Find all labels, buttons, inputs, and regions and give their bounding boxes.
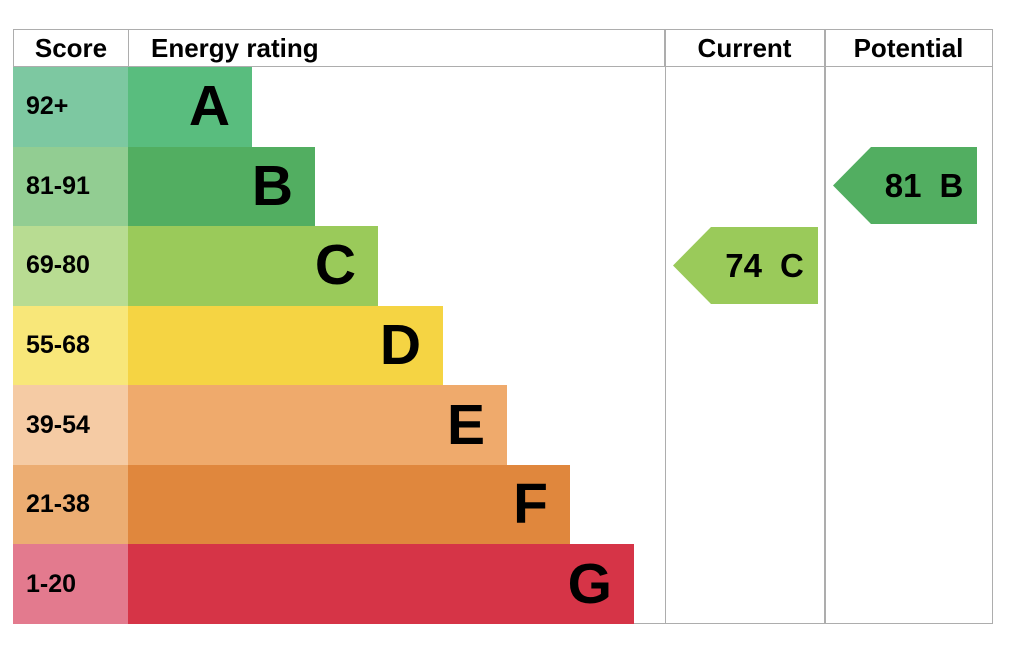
band-bar: F — [128, 464, 570, 545]
band-score-range: 69-80 — [13, 226, 128, 306]
band-score-range: 55-68 — [13, 305, 128, 386]
band-bar: G — [128, 544, 634, 625]
header-score: Score — [34, 32, 108, 63]
band-score-range: 1-20 — [13, 544, 128, 625]
header-current: Current — [664, 30, 824, 66]
band-score-range: 21-38 — [13, 464, 128, 545]
header-potential: Potential — [824, 30, 992, 66]
band-row-f: 21-38 F — [13, 464, 665, 545]
epc-energy-rating-chart: Score Energy rating Current Potential 92… — [13, 29, 993, 625]
band-row-d: 55-68 D — [13, 305, 665, 386]
band-rows: 92+ A 81-91 B 69-80 C 55-68 D 39-54 — [13, 67, 665, 625]
band-score-range: 39-54 — [13, 385, 128, 465]
band-bar: D — [128, 305, 443, 386]
band-bar: C — [128, 226, 378, 306]
band-bar: B — [128, 146, 315, 227]
band-row-a: 92+ A — [13, 67, 665, 147]
band-letter: E — [446, 392, 485, 457]
band-bar: E — [128, 385, 507, 465]
band-letter: B — [251, 153, 293, 218]
band-row-b: 81-91 B — [13, 146, 665, 227]
band-letter: C — [314, 233, 356, 298]
band-score-range: 81-91 — [13, 146, 128, 227]
current-rating-value: 74 — [725, 246, 762, 284]
band-letter: G — [567, 551, 612, 616]
band-row-e: 39-54 E — [13, 385, 665, 465]
band-letter: F — [513, 472, 548, 537]
header-row: Score Energy rating Current Potential — [13, 29, 993, 67]
current-column — [665, 29, 825, 624]
band-bar: A — [128, 67, 252, 147]
header-energy-rating: Energy rating — [128, 30, 664, 66]
potential-rating-value: 81 — [884, 166, 922, 204]
current-rating-letter: C — [779, 246, 804, 284]
band-letter: A — [188, 74, 230, 139]
band-row-c: 69-80 C — [13, 226, 665, 306]
potential-column — [825, 29, 993, 624]
band-row-g: 1-20 G — [13, 544, 665, 625]
potential-rating-letter: B — [939, 166, 964, 204]
band-letter: D — [379, 313, 421, 378]
band-score-range: 92+ — [13, 67, 128, 147]
